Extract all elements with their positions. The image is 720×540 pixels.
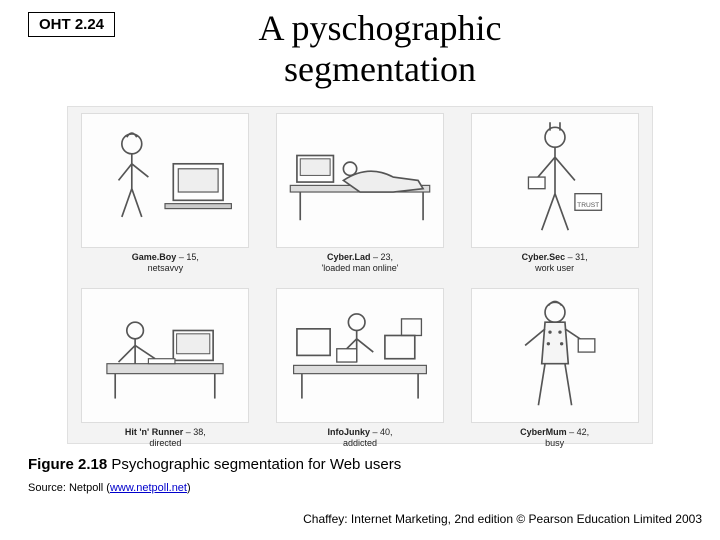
grid-cell: TRUST Cyber.Sec – 31, work user: [457, 107, 652, 282]
sketch-illustration: TRUST: [471, 113, 639, 248]
persona-name: CyberMum: [520, 427, 567, 437]
grid-cell: Hit 'n' Runner – 38, directed: [68, 282, 263, 457]
figure-grid: Game.Boy – 15, netsavvy Cyber.Lad – 23, …: [68, 107, 652, 443]
sketch-illustration: [81, 288, 249, 423]
sketch-illustration: [276, 288, 444, 423]
source-line: Source: Netpoll (www.netpoll.net): [28, 482, 191, 494]
grid-cell: InfoJunky – 40, addicted: [263, 282, 458, 457]
source-link[interactable]: www.netpoll.net: [110, 482, 187, 494]
svg-text:TRUST: TRUST: [577, 202, 599, 209]
figure-panel: Game.Boy – 15, netsavvy Cyber.Lad – 23, …: [67, 106, 653, 444]
cell-caption: InfoJunky – 40, addicted: [327, 427, 392, 450]
persona-name: Game.Boy: [132, 252, 177, 262]
cell-caption: Hit 'n' Runner – 38, directed: [125, 427, 206, 450]
persona-name: InfoJunky: [327, 427, 370, 437]
persona-desc: 'loaded man online': [321, 263, 398, 273]
cell-caption: CyberMum – 42, busy: [520, 427, 589, 450]
footer-credit: Chaffey: Internet Marketing, 2nd edition…: [220, 512, 702, 526]
sketch-illustration: [471, 288, 639, 423]
sketch-illustration: [276, 113, 444, 248]
persona-age: – 31,: [565, 252, 588, 262]
persona-desc: work user: [535, 263, 574, 273]
persona-desc: directed: [149, 438, 181, 448]
grid-cell: Game.Boy – 15, netsavvy: [68, 107, 263, 282]
persona-desc: addicted: [343, 438, 377, 448]
persona-name: Cyber.Sec: [522, 252, 566, 262]
sketch-illustration: [81, 113, 249, 248]
cell-caption: Cyber.Sec – 31, work user: [522, 252, 588, 275]
persona-age: – 42,: [567, 427, 590, 437]
cell-caption: Game.Boy – 15, netsavvy: [132, 252, 199, 275]
figure-caption: Figure 2.18 Psychographic segmentation f…: [28, 456, 401, 473]
persona-age: – 15,: [176, 252, 199, 262]
persona-desc: busy: [545, 438, 564, 448]
cell-caption: Cyber.Lad – 23, 'loaded man online': [321, 252, 398, 275]
slide-title: A pyschographic segmentation: [160, 8, 600, 91]
source-prefix: Source: Netpoll (: [28, 482, 110, 494]
figure-text: Psychographic segmentation for Web users: [107, 456, 401, 473]
persona-age: – 38,: [183, 427, 206, 437]
grid-cell: CyberMum – 42, busy: [457, 282, 652, 457]
figure-label: Figure 2.18: [28, 456, 107, 473]
persona-age: – 40,: [370, 427, 393, 437]
grid-cell: Cyber.Lad – 23, 'loaded man online': [263, 107, 458, 282]
source-suffix: ): [187, 482, 191, 494]
persona-desc: netsavvy: [148, 263, 184, 273]
persona-age: – 23,: [370, 252, 393, 262]
oht-badge: OHT 2.24: [28, 12, 115, 37]
persona-name: Hit 'n' Runner: [125, 427, 183, 437]
persona-name: Cyber.Lad: [327, 252, 371, 262]
